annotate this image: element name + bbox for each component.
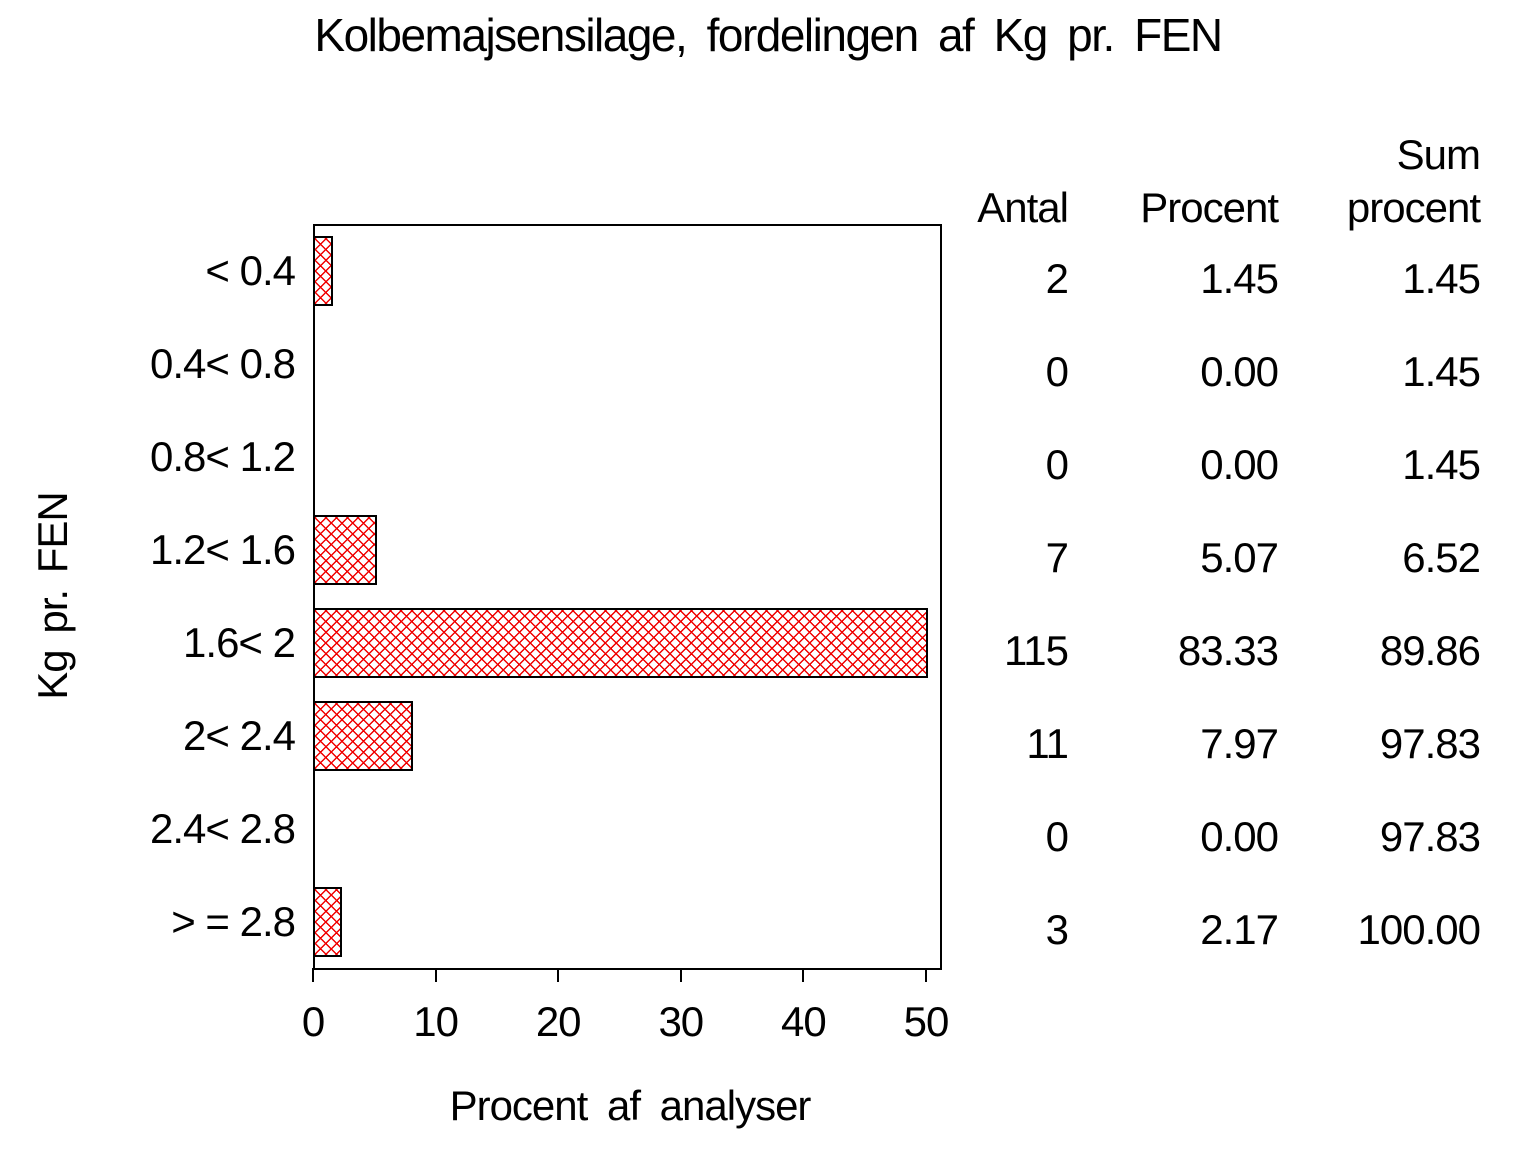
x-tick-label: 50 [903,998,950,1045]
x-tick-label: 0 [301,998,325,1045]
bar [313,607,928,678]
table-header-procent: Procent [1140,184,1279,231]
sum-procent-value: 1.45 [1402,441,1481,488]
procent-value: 1.45 [1200,255,1279,302]
procent-value: 7.97 [1200,720,1279,767]
sum-procent-value: 1.45 [1402,348,1481,395]
bar [313,886,342,957]
x-tick [312,968,314,982]
category-label: 1.2< 1.6 [150,526,296,573]
antal-value: 0 [1045,813,1069,860]
category-label: > = 2.8 [171,898,296,945]
category-label: 1.6< 2 [183,619,296,666]
x-tick-label: 40 [781,998,827,1045]
x-tick [679,968,682,982]
category-label: 0.4< 0.8 [150,340,296,387]
bar [313,700,413,771]
x-tick [802,968,805,982]
x-tick [434,968,437,982]
antal-value: 2 [1045,255,1069,302]
procent-value: 0.00 [1200,348,1279,395]
x-tick-label: 30 [658,998,704,1045]
procent-value: 83.33 [1177,627,1279,674]
antal-value: 0 [1045,348,1069,395]
sum-procent-value: 6.52 [1402,534,1481,581]
antal-value: 115 [1004,627,1069,674]
procent-value: 2.17 [1200,906,1279,953]
antal-value: 3 [1045,906,1069,953]
procent-value: 0.00 [1200,441,1279,488]
antal-value: 7 [1045,534,1069,581]
x-tick [557,968,560,982]
category-label: 2< 2.4 [183,712,296,759]
antal-value: 11 [1026,720,1069,767]
x-tick [925,968,927,982]
table-header-sum-line2: procent [1346,184,1481,231]
procent-value: 5.07 [1200,534,1279,581]
chart-title: Kolbemajsensilage, fordelingen af Kg pr.… [314,9,1223,61]
bar [313,235,333,306]
sum-procent-value: 97.83 [1379,813,1481,860]
category-label: < 0.4 [205,247,296,294]
table-header-sum-line1: Sum [1396,131,1481,178]
antal-value: 0 [1045,441,1069,488]
sum-procent-value: 1.45 [1402,255,1481,302]
x-tick-label: 20 [535,998,582,1045]
category-label: 2.4< 2.8 [150,805,296,852]
bar [313,514,378,585]
procent-value: 0.00 [1200,813,1279,860]
x-tick-label: 10 [413,998,459,1045]
sum-procent-value: 89.86 [1379,627,1481,674]
x-axis-title: Procent af analyser [449,1082,812,1129]
category-label: 0.8< 1.2 [150,433,296,480]
table-header-antal: Antal [977,184,1069,231]
sum-procent-value: 100.00 [1357,906,1481,953]
plot-area [313,224,942,970]
sum-procent-value: 97.83 [1379,720,1481,767]
